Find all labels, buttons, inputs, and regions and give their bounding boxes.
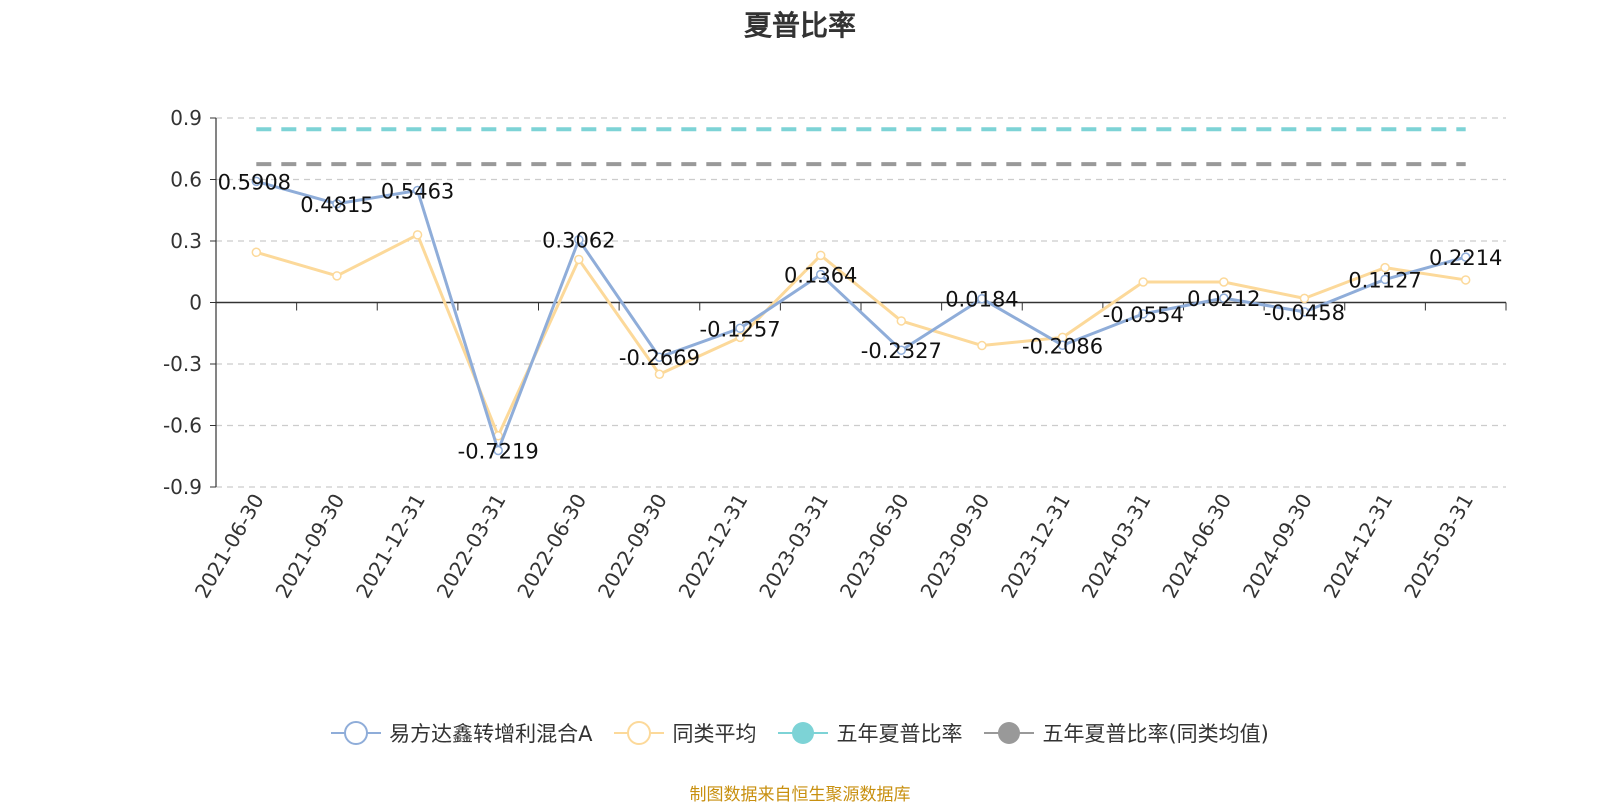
fund-data-point xyxy=(493,445,503,456)
peer-average-series-line xyxy=(255,233,1466,438)
legend-label-fund: 易方达鑫转增利混合A xyxy=(389,722,593,746)
fund-data-label: 0.0184 xyxy=(945,288,1018,312)
x-tick-label: 2023-06-30 xyxy=(835,490,914,603)
fund-data-point xyxy=(735,323,745,334)
x-tick-label: 2024-03-31 xyxy=(1077,490,1156,603)
legend-item-fund[interactable]: 易方达鑫转增利混合A xyxy=(331,718,592,748)
y-tick-label: 0.9 xyxy=(170,106,202,130)
x-tick-label: 2022-09-30 xyxy=(593,490,672,603)
fund-data-point xyxy=(1380,274,1390,285)
legend-label-peer-average: 同类平均 xyxy=(672,722,757,746)
fund-data-label: -0.0458 xyxy=(1264,301,1345,325)
legend-item-five-year-sharpe-peer[interactable]: 五年夏普比率(同类均值) xyxy=(984,718,1269,748)
peer-average-data-point xyxy=(574,254,584,265)
peer-average-data-point xyxy=(1380,262,1390,273)
x-tick-label: 2023-09-30 xyxy=(915,490,994,603)
fund-data-point xyxy=(574,234,584,245)
fund-data-label: -0.2669 xyxy=(619,346,700,370)
fund-data-point xyxy=(1299,307,1310,317)
fund-data-label: 0.2214 xyxy=(1429,246,1502,270)
x-tick-label: 2024-12-31 xyxy=(1318,490,1397,603)
peer-average-data-point xyxy=(977,340,987,351)
peer-average-data-point xyxy=(735,332,745,343)
peer-average-data-point xyxy=(896,316,907,326)
peer-average-data-point xyxy=(654,369,665,379)
fund-data-label: 0.1364 xyxy=(784,264,857,288)
fund-data-point xyxy=(332,199,342,209)
x-tick-label: 2022-06-30 xyxy=(512,490,591,603)
peer-average-data-point xyxy=(412,230,423,240)
x-tick-label: 2022-03-31 xyxy=(432,490,511,603)
peer-average-data-point xyxy=(1299,293,1310,304)
source-note: 制图数据来自恒生聚源数据库 xyxy=(689,785,911,805)
fund-data-point xyxy=(1460,252,1471,262)
fund-data-label: -0.2327 xyxy=(861,339,942,363)
x-tick-label: 2024-09-30 xyxy=(1238,490,1317,603)
peer-average-data-point xyxy=(332,271,342,281)
fund-data-point xyxy=(654,352,665,362)
fund-data-label: -0.2086 xyxy=(1022,334,1103,358)
fund-data-point xyxy=(1057,340,1068,351)
x-tick-label: 2021-06-30 xyxy=(190,490,269,603)
fund-data-label: -0.0554 xyxy=(1103,303,1184,327)
y-tick-label: 0 xyxy=(189,291,202,315)
x-tick-label: 2023-03-31 xyxy=(754,490,833,603)
legend-open-circle-icon xyxy=(331,721,382,745)
legend-item-peer-average[interactable]: 同类平均 xyxy=(614,718,756,748)
legend-label-five-year-sharpe: 五年夏普比率 xyxy=(836,722,963,746)
y-tick-label: 0.3 xyxy=(170,229,202,253)
x-tick-label: 2025-03-31 xyxy=(1399,490,1478,603)
legend: 易方达鑫转增利混合A 同类平均 五年夏普比率 五年夏普比率(同类均值) xyxy=(0,718,1600,748)
x-tick-label: 2024-06-30 xyxy=(1157,490,1236,603)
grid-layer xyxy=(216,117,1506,488)
fund-series-line xyxy=(255,179,1467,452)
fund-data-label: 0.4815 xyxy=(300,193,373,217)
y-tick-label: -0.6 xyxy=(163,414,202,438)
series-layer xyxy=(251,176,1471,456)
y-tick-label: -0.3 xyxy=(163,352,202,376)
fund-data-label: 0.0212 xyxy=(1187,287,1260,311)
fund-data-label: 0.5463 xyxy=(381,180,454,204)
fund-data-point xyxy=(815,269,826,280)
x-tick-label: 2021-12-31 xyxy=(351,490,430,603)
fund-data-label: -0.7219 xyxy=(458,439,539,463)
fund-data-point xyxy=(1138,309,1148,319)
peer-average-data-point xyxy=(251,247,262,258)
chart-title: 夏普比率 xyxy=(743,9,856,42)
y-tick-label: -0.9 xyxy=(163,475,202,499)
y-tick-label: 0.6 xyxy=(170,168,202,192)
peer-average-data-point xyxy=(815,250,826,261)
fund-data-label: 0.5908 xyxy=(218,170,291,194)
peer-average-data-point xyxy=(1138,277,1148,287)
legend-item-five-year-sharpe[interactable]: 五年夏普比率 xyxy=(778,718,962,748)
peer-average-data-point xyxy=(1460,275,1471,285)
fund-data-point xyxy=(412,185,423,196)
fund-data-label: 0.1127 xyxy=(1348,268,1421,292)
fund-data-point xyxy=(977,293,987,304)
fund-data-point xyxy=(251,176,262,187)
fund-data-point xyxy=(896,345,907,355)
data-labels: 0.59080.48150.5463-0.72190.3062-0.2669-0… xyxy=(218,170,1503,463)
fund-data-label: -0.1257 xyxy=(700,317,781,341)
fund-data-point xyxy=(1219,293,1229,303)
reference-lines xyxy=(256,127,1466,167)
x-tick-label: 2022-12-31 xyxy=(673,490,752,603)
fund-data-label: 0.3062 xyxy=(542,229,615,253)
legend-label-five-year-sharpe-peer: 五年夏普比率(同类均值) xyxy=(1042,722,1269,746)
legend-open-circle-icon xyxy=(614,721,665,745)
peer-average-data-point xyxy=(1219,277,1229,287)
x-tick-label: 2021-09-30 xyxy=(270,490,349,603)
legend-filled-circle-icon xyxy=(778,722,829,744)
x-tick-label: 2023-12-31 xyxy=(996,490,1075,603)
legend-filled-circle-icon xyxy=(984,722,1035,744)
